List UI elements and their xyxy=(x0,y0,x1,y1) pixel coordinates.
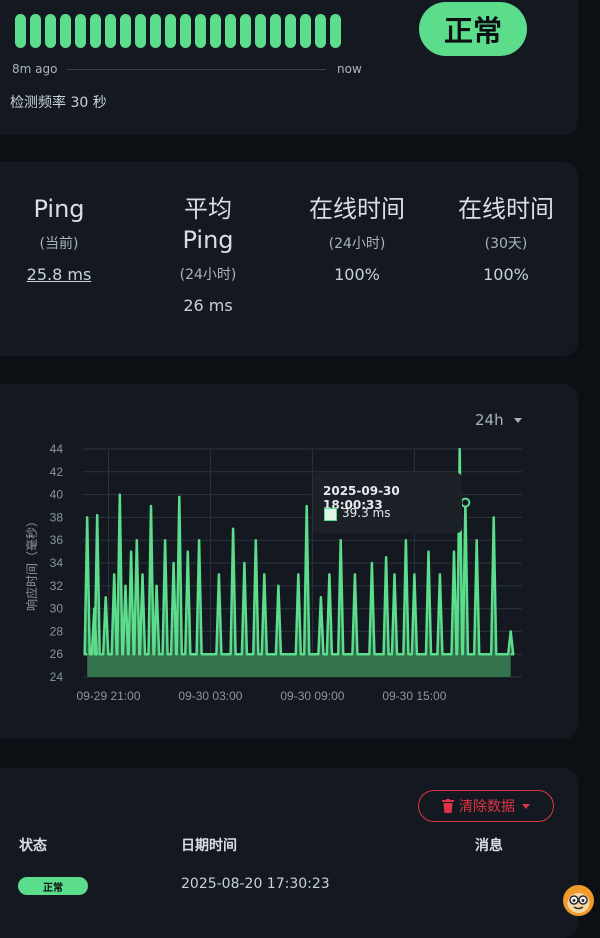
stat-value: 26 ms xyxy=(133,296,283,315)
heartbeat-bar[interactable] xyxy=(90,14,101,48)
stat-subtitle: (24小时) xyxy=(282,233,432,253)
heartbeat-bar[interactable] xyxy=(285,14,296,48)
tooltip-value: 39.3 ms xyxy=(342,506,390,520)
current-ping-link[interactable]: 25.8 ms xyxy=(0,265,134,284)
stat-title: 在线时间 xyxy=(307,194,407,225)
stat-title: 在线时间 xyxy=(456,194,556,225)
event-status-badge: 正常 xyxy=(18,877,88,895)
y-tick-label: 44 xyxy=(50,442,64,456)
y-axis-label: 响应时间（毫秒） xyxy=(24,515,39,611)
heartbeat-bar[interactable] xyxy=(15,14,26,48)
x-tick-label: 09-30 15:00 xyxy=(382,689,446,703)
response-time-chart: 24 26 28 30 32 34 36 38 40 42 44 09-29 21:00 09-30 0… xyxy=(0,384,578,739)
stat-subtitle: (当前) xyxy=(0,233,134,253)
heartbeat-bar[interactable] xyxy=(30,14,41,48)
heartbeat-bar[interactable] xyxy=(225,14,236,48)
trash-icon xyxy=(442,799,454,813)
y-tick-label: 42 xyxy=(50,465,64,479)
y-tick-label: 24 xyxy=(50,670,64,684)
timeline-divider xyxy=(67,69,326,70)
stat-current-ping: Ping (当前) 25.8 ms xyxy=(0,194,134,284)
hovered-data-point xyxy=(461,499,469,507)
y-tick-label: 30 xyxy=(50,602,64,616)
heartbeat-bar[interactable] xyxy=(315,14,326,48)
y-tick-label: 40 xyxy=(50,488,64,502)
heartbeat-bar[interactable] xyxy=(45,14,56,48)
heartbeat-bar[interactable] xyxy=(60,14,71,48)
stat-value: 100% xyxy=(431,265,581,284)
y-tick-label: 32 xyxy=(50,579,64,593)
heartbeat-bar[interactable] xyxy=(300,14,311,48)
heartbeat-bar[interactable] xyxy=(255,14,266,48)
stat-uptime-24h: 在线时间 (24小时) 100% xyxy=(282,194,432,284)
column-header-datetime: 日期时间 xyxy=(181,835,237,855)
chart-tooltip: 2025-09-30 18:00:33 39.3 ms xyxy=(313,473,462,533)
stat-subtitle: (24小时) xyxy=(133,264,283,284)
column-header-message: 消息 xyxy=(475,835,503,855)
tooltip-swatch xyxy=(324,508,337,521)
stat-title: 平均 Ping xyxy=(168,194,248,256)
mascot-icon xyxy=(563,885,594,916)
column-header-status: 状态 xyxy=(19,835,47,855)
stat-average-ping: 平均 Ping (24小时) 26 ms xyxy=(133,194,283,315)
heartbeat-bar[interactable] xyxy=(270,14,281,48)
event-datetime: 2025-08-20 17:30:23 xyxy=(181,876,330,892)
check-interval-text: 检测频率 30 秒 xyxy=(10,92,107,112)
timeline-end-label: now xyxy=(337,62,362,76)
avatar[interactable] xyxy=(563,885,594,916)
heartbeat-bar[interactable] xyxy=(75,14,86,48)
heartbeat-bar[interactable] xyxy=(240,14,251,48)
y-tick-label: 26 xyxy=(50,647,64,661)
heartbeat-bar[interactable] xyxy=(180,14,191,48)
heartbeat-bar[interactable] xyxy=(165,14,176,48)
stat-value: 100% xyxy=(282,265,432,284)
y-tick-label: 38 xyxy=(50,510,64,524)
stat-uptime-30d: 在线时间 (30天) 100% xyxy=(431,194,581,284)
x-tick-label: 09-29 21:00 xyxy=(76,689,140,703)
y-tick-label: 36 xyxy=(50,533,64,547)
clear-data-label: 清除数据 xyxy=(459,796,515,816)
caret-down-icon xyxy=(522,804,530,809)
x-tick-label: 09-30 03:00 xyxy=(178,689,242,703)
y-tick-label: 28 xyxy=(50,624,64,638)
clear-data-button[interactable]: 清除数据 xyxy=(418,790,554,822)
heartbeat-bar[interactable] xyxy=(120,14,131,48)
heartbeat-bar[interactable] xyxy=(150,14,161,48)
x-tick-label: 09-30 09:00 xyxy=(280,689,344,703)
timeline-start-label: 8m ago xyxy=(12,62,57,76)
heartbeat-bar[interactable] xyxy=(105,14,116,48)
status-badge: 正常 xyxy=(419,2,527,56)
heartbeat-bar[interactable] xyxy=(135,14,146,48)
stat-title: Ping xyxy=(0,194,134,225)
stat-subtitle: (30天) xyxy=(431,233,581,253)
y-tick-label: 34 xyxy=(50,556,64,570)
heartbeat-bar[interactable] xyxy=(330,14,341,48)
heartbeat-bar[interactable] xyxy=(195,14,206,48)
heartbeat-bar[interactable] xyxy=(210,14,221,48)
